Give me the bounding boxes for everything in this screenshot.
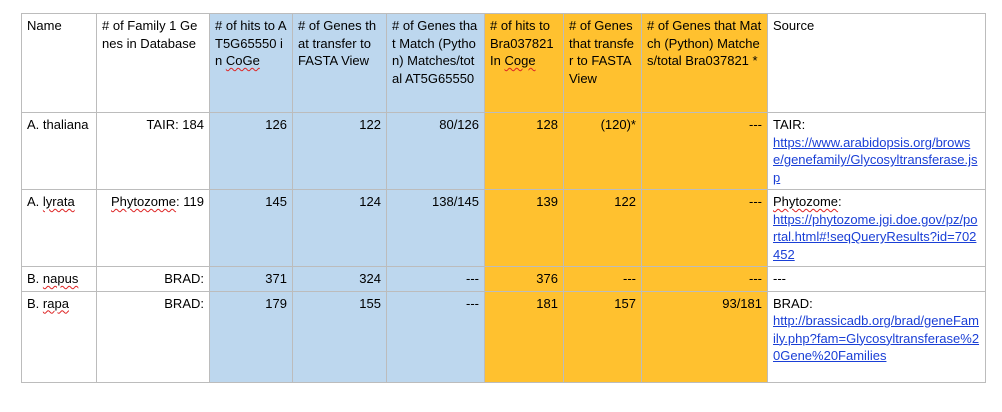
header-hits-bra-coge: Coge <box>504 53 536 68</box>
header-source: Source <box>767 13 986 113</box>
table-row: B. rapa BRAD: 179 155 --- 181 157 93/181… <box>21 290 986 383</box>
cell-hits-bra: 376 <box>484 266 564 292</box>
name-species: rapa <box>42 295 69 311</box>
cell-transfer-bra: 122 <box>563 189 642 267</box>
cell-hits-bra: 139 <box>484 189 564 267</box>
cell-transfer-at: 324 <box>292 266 387 292</box>
cell-source: --- <box>767 266 986 292</box>
name-genus: B. <box>27 295 43 311</box>
cell-match-at: --- <box>386 290 485 383</box>
cell-match-at: --- <box>386 266 485 292</box>
gene-family-table: Name # of Family 1 Genes in Database # o… <box>21 13 986 383</box>
cell-source: BRAD: http://brassicadb.org/brad/geneFami… <box>767 290 986 383</box>
cell-name: B. rapa <box>21 290 97 383</box>
header-hits-bra-text: # of hits to Bra037821 In <box>490 18 554 68</box>
table-row: B. napus BRAD: 371 324 --- 376 --- --- -… <box>21 266 986 292</box>
header-family-db: # of Family 1 Genes in Database <box>96 13 210 113</box>
cell-match-at: 80/126 <box>386 112 485 190</box>
cell-match-bra: --- <box>641 189 768 267</box>
cell-name: A. thaliana <box>21 112 97 190</box>
header-hits-at5g65550: # of hits to AT5G65550 in CoGe <box>209 13 293 113</box>
header-hits-at-text: # of hits to AT5G65550 in <box>215 18 287 68</box>
table-row: A. thaliana TAIR: 184 126 122 80/126 128… <box>21 112 986 190</box>
db-name: Phytozome <box>111 194 177 209</box>
header-match-at: # of Genes that Match (Python) Matches/t… <box>386 13 485 113</box>
cell-name: A. lyrata <box>21 189 97 267</box>
header-match-bra: # of Genes that Match (Python) Matches/t… <box>641 13 768 113</box>
source-label-suffix: : <box>838 194 842 209</box>
name-species: lyrata <box>42 194 75 209</box>
cell-match-bra: --- <box>641 266 768 292</box>
cell-hits-at: 371 <box>209 266 293 292</box>
cell-transfer-at: 124 <box>292 189 387 267</box>
name-species: thaliana <box>42 117 89 132</box>
cell-hits-at: 126 <box>209 112 293 190</box>
cell-transfer-at: 122 <box>292 112 387 190</box>
cell-match-bra: 93/181 <box>641 290 768 383</box>
source-link[interactable]: https://www.arabidopsis.org/browse/genef… <box>773 134 978 185</box>
source-link[interactable]: https://phytozome.jgi.doe.gov/pz/portal.… <box>773 211 978 262</box>
cell-transfer-at: 155 <box>292 290 387 383</box>
cell-family-db: Phytozome: 119 <box>96 189 210 267</box>
db-count: : 119 <box>176 194 204 209</box>
cell-transfer-bra: --- <box>563 266 642 292</box>
header-hits-at-coge: CoGe <box>225 53 260 68</box>
header-transfer-at: # of Genes that transfer to FASTA View <box>292 13 387 113</box>
header-hits-bra037821: # of hits to Bra037821 In Coge <box>484 13 564 113</box>
table-row: A. lyrata Phytozome: 119 145 124 138/145… <box>21 189 986 267</box>
source-label: Phytozome <box>773 194 839 209</box>
cell-hits-bra: 128 <box>484 112 564 190</box>
name-genus: A. <box>27 194 43 209</box>
cell-hits-bra: 181 <box>484 290 564 383</box>
header-name: Name <box>21 13 97 113</box>
source-link[interactable]: http://brassicadb.org/brad/geneFamily.ph… <box>773 313 980 363</box>
source-label: BRAD: <box>773 295 813 311</box>
cell-family-db: BRAD: <box>96 266 210 292</box>
cell-source: TAIR: https://www.arabidopsis.org/browse/… <box>767 112 986 190</box>
cell-match-bra: --- <box>641 112 768 190</box>
name-genus: A. <box>27 117 43 132</box>
header-transfer-bra: # of Genes that transfer to FASTA View <box>563 13 642 113</box>
cell-hits-at: 179 <box>209 290 293 383</box>
gene-family-table-container: Name # of Family 1 Genes in Database # o… <box>21 13 986 383</box>
cell-family-db: BRAD: <box>96 290 210 383</box>
name-genus: B. <box>27 271 43 286</box>
cell-transfer-bra: 157 <box>563 290 642 383</box>
cell-hits-at: 145 <box>209 189 293 267</box>
cell-transfer-bra: (120)* <box>563 112 642 190</box>
name-species: napus <box>42 271 79 286</box>
header-row: Name # of Family 1 Genes in Database # o… <box>21 13 986 113</box>
source-label: TAIR: <box>773 117 806 132</box>
cell-match-at: 138/145 <box>386 189 485 267</box>
cell-name: B. napus <box>21 266 97 292</box>
cell-source: Phytozome: https://phytozome.jgi.doe.gov/… <box>767 189 986 267</box>
cell-family-db: TAIR: 184 <box>96 112 210 190</box>
